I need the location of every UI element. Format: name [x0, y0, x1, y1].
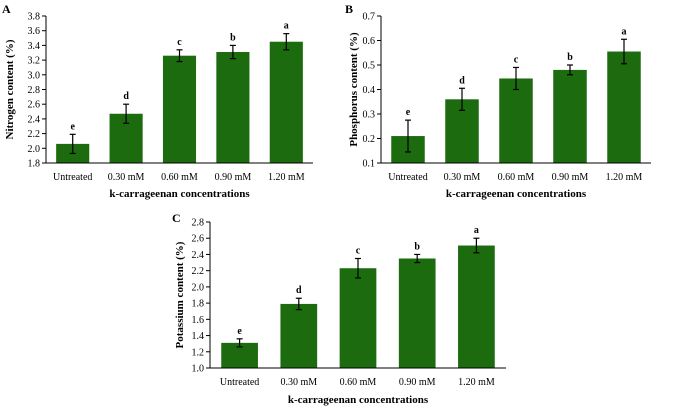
significance-letter: a: [474, 225, 479, 236]
x-tick-label: 0.60 mM: [340, 377, 377, 388]
y-tick-label: 0.6: [363, 36, 376, 47]
y-tick-label: 0.1: [363, 159, 376, 170]
y-tick-label: 2.2: [192, 266, 205, 277]
y-tick-label: 2.4: [192, 250, 205, 261]
y-tick-label: 0.4: [363, 85, 376, 96]
y-tick-label: 2.8: [28, 85, 41, 96]
x-axis-title: k-carrageenan concentrations: [109, 188, 250, 200]
significance-letter: d: [296, 285, 302, 296]
y-tick-label: 3.4: [28, 41, 41, 52]
x-tick-label: 1.20 mM: [606, 172, 643, 183]
y-tick-label: 3.8: [28, 12, 41, 23]
bar: [499, 78, 533, 163]
x-tick-label: 0.60 mM: [161, 172, 198, 183]
significance-letter: d: [459, 75, 465, 86]
significance-letter: e: [237, 326, 242, 337]
x-tick-label: 0.90 mM: [552, 172, 589, 183]
significance-letter: b: [230, 32, 236, 43]
y-tick-label: 2.2: [28, 129, 41, 140]
chart-b-panel-label: B: [345, 2, 353, 16]
x-axis-title: k-carrageenan concentrations: [288, 394, 429, 406]
x-tick-label: 0.60 mM: [498, 172, 535, 183]
significance-letter: e: [70, 121, 75, 132]
significance-letter: c: [514, 54, 519, 65]
significance-letter: c: [177, 37, 182, 48]
chart-c: C 1.0 1.2 1.4 1.6 1.8 2.0 2.2 2.4 2.6 2.8 e Untreate…: [172, 211, 506, 406]
y-tick-label: 1.0: [192, 364, 205, 375]
y-tick-label: 2.8: [192, 218, 205, 229]
bar: [398, 258, 436, 368]
bar: [280, 303, 318, 368]
y-tick-label: 0.5: [363, 61, 376, 72]
x-tick-label: Untreated: [388, 172, 427, 183]
y-tick-label: 0.7: [363, 12, 376, 23]
y-axis-title: Nitrogen content (%): [4, 39, 16, 139]
y-tick-label: 3.0: [28, 70, 41, 81]
bar: [458, 245, 495, 368]
x-tick-label: Untreated: [220, 377, 259, 388]
significance-letter: c: [356, 246, 361, 257]
chart-b: B 0.1 0.2 0.3 0.4 0.5 0.6 0.7 e Untreated d 0.30 mM…: [345, 2, 651, 200]
x-tick-label: 0.90 mM: [399, 377, 436, 388]
significance-letter: b: [567, 52, 573, 63]
y-tick-label: 1.8: [28, 159, 41, 170]
x-tick-label: 1.20 mM: [458, 377, 495, 388]
bar: [607, 51, 641, 163]
x-tick-label: Untreated: [53, 172, 92, 183]
y-tick-label: 2.6: [28, 100, 41, 111]
y-axis-title: Phosphorus content (%): [348, 32, 360, 147]
bar: [339, 268, 377, 368]
x-tick-label: 0.30 mM: [108, 172, 145, 183]
y-tick-label: 2.4: [28, 114, 41, 125]
y-tick-label: 1.4: [192, 331, 205, 342]
y-tick-label: 1.2: [192, 347, 205, 358]
y-tick-label: 1.6: [192, 315, 205, 326]
chart-a: A 1.8 2.0 2.2 2.4 2.6 2.8 3.0 3.2 3.4 3.6 3.8 e Untre…: [2, 2, 313, 200]
y-tick-label: 1.8: [192, 299, 205, 310]
x-tick-label: 0.90 mM: [215, 172, 252, 183]
y-tick-label: 3.2: [28, 56, 41, 67]
y-tick-label: 2.0: [192, 282, 205, 293]
significance-letter: e: [406, 107, 411, 118]
significance-letter: a: [284, 21, 289, 32]
significance-letter: d: [123, 91, 129, 102]
bar: [216, 52, 250, 163]
bar: [553, 69, 587, 163]
significance-letter: b: [414, 241, 420, 252]
x-tick-label: 0.30 mM: [444, 172, 481, 183]
significance-letter: a: [622, 26, 627, 37]
bar: [162, 55, 197, 163]
y-tick-label: 2.6: [192, 234, 205, 245]
y-tick-label: 0.3: [363, 110, 376, 121]
y-axis-title: Potassium content (%): [174, 241, 186, 348]
y-tick-label: 2.0: [28, 144, 41, 155]
x-tick-label: 0.30 mM: [280, 377, 317, 388]
chart-c-panel-label: C: [172, 211, 181, 225]
chart-a-panel-label: A: [2, 2, 11, 16]
y-tick-label: 0.2: [363, 134, 376, 145]
bar: [269, 41, 303, 163]
y-tick-label: 3.6: [28, 26, 41, 37]
x-tick-label: 1.20 mM: [268, 172, 305, 183]
x-axis-title: k-carrageenan concentrations: [446, 188, 587, 200]
